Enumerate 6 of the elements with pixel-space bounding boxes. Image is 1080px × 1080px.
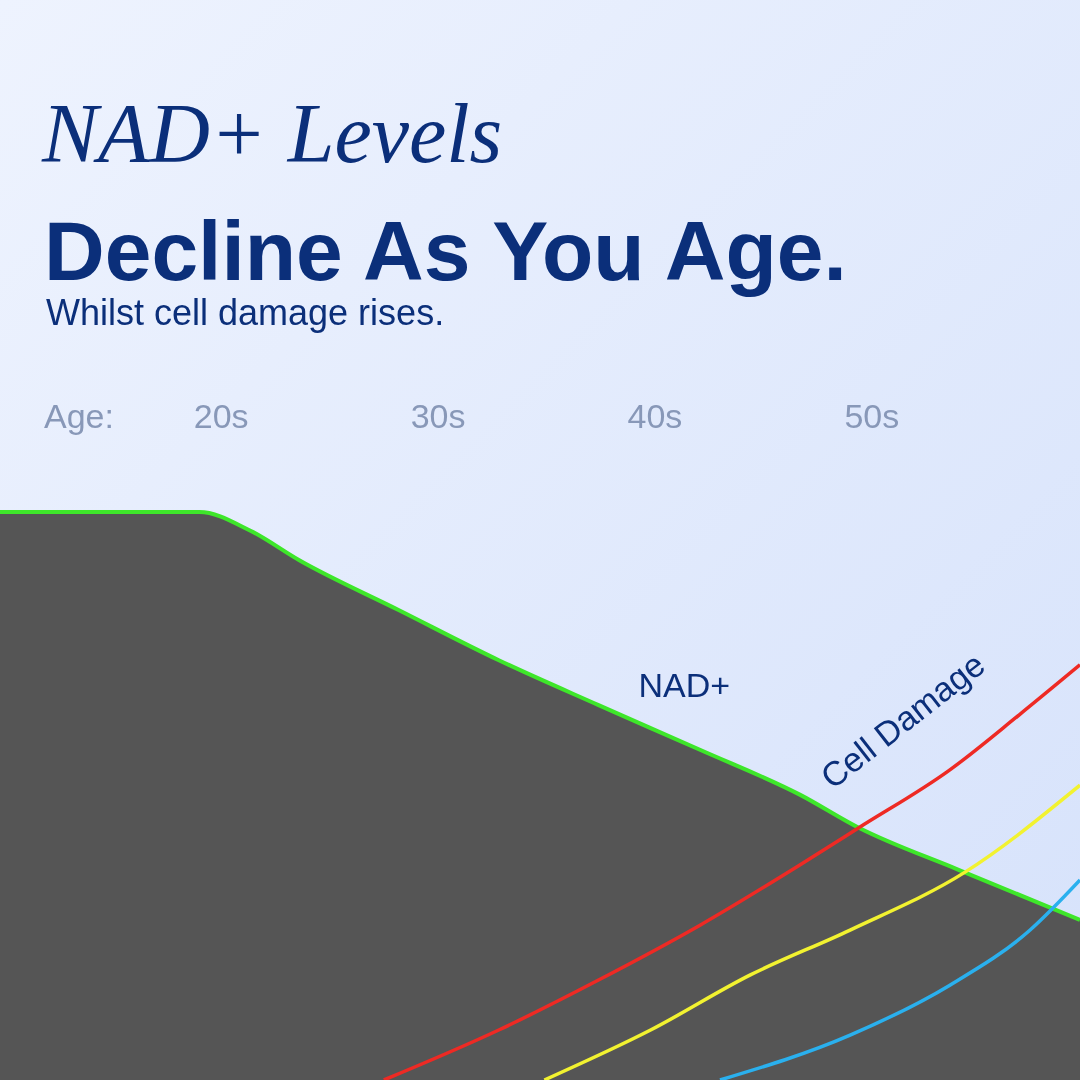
x-tick-label: 30s (410, 397, 466, 435)
x-tick-label: 20s (193, 397, 249, 435)
x-axis-title: Age: (44, 397, 114, 435)
x-tick-label: 40s (627, 397, 683, 435)
x-tick-label: 50s (844, 397, 900, 435)
series-label: NAD+ (638, 666, 731, 705)
